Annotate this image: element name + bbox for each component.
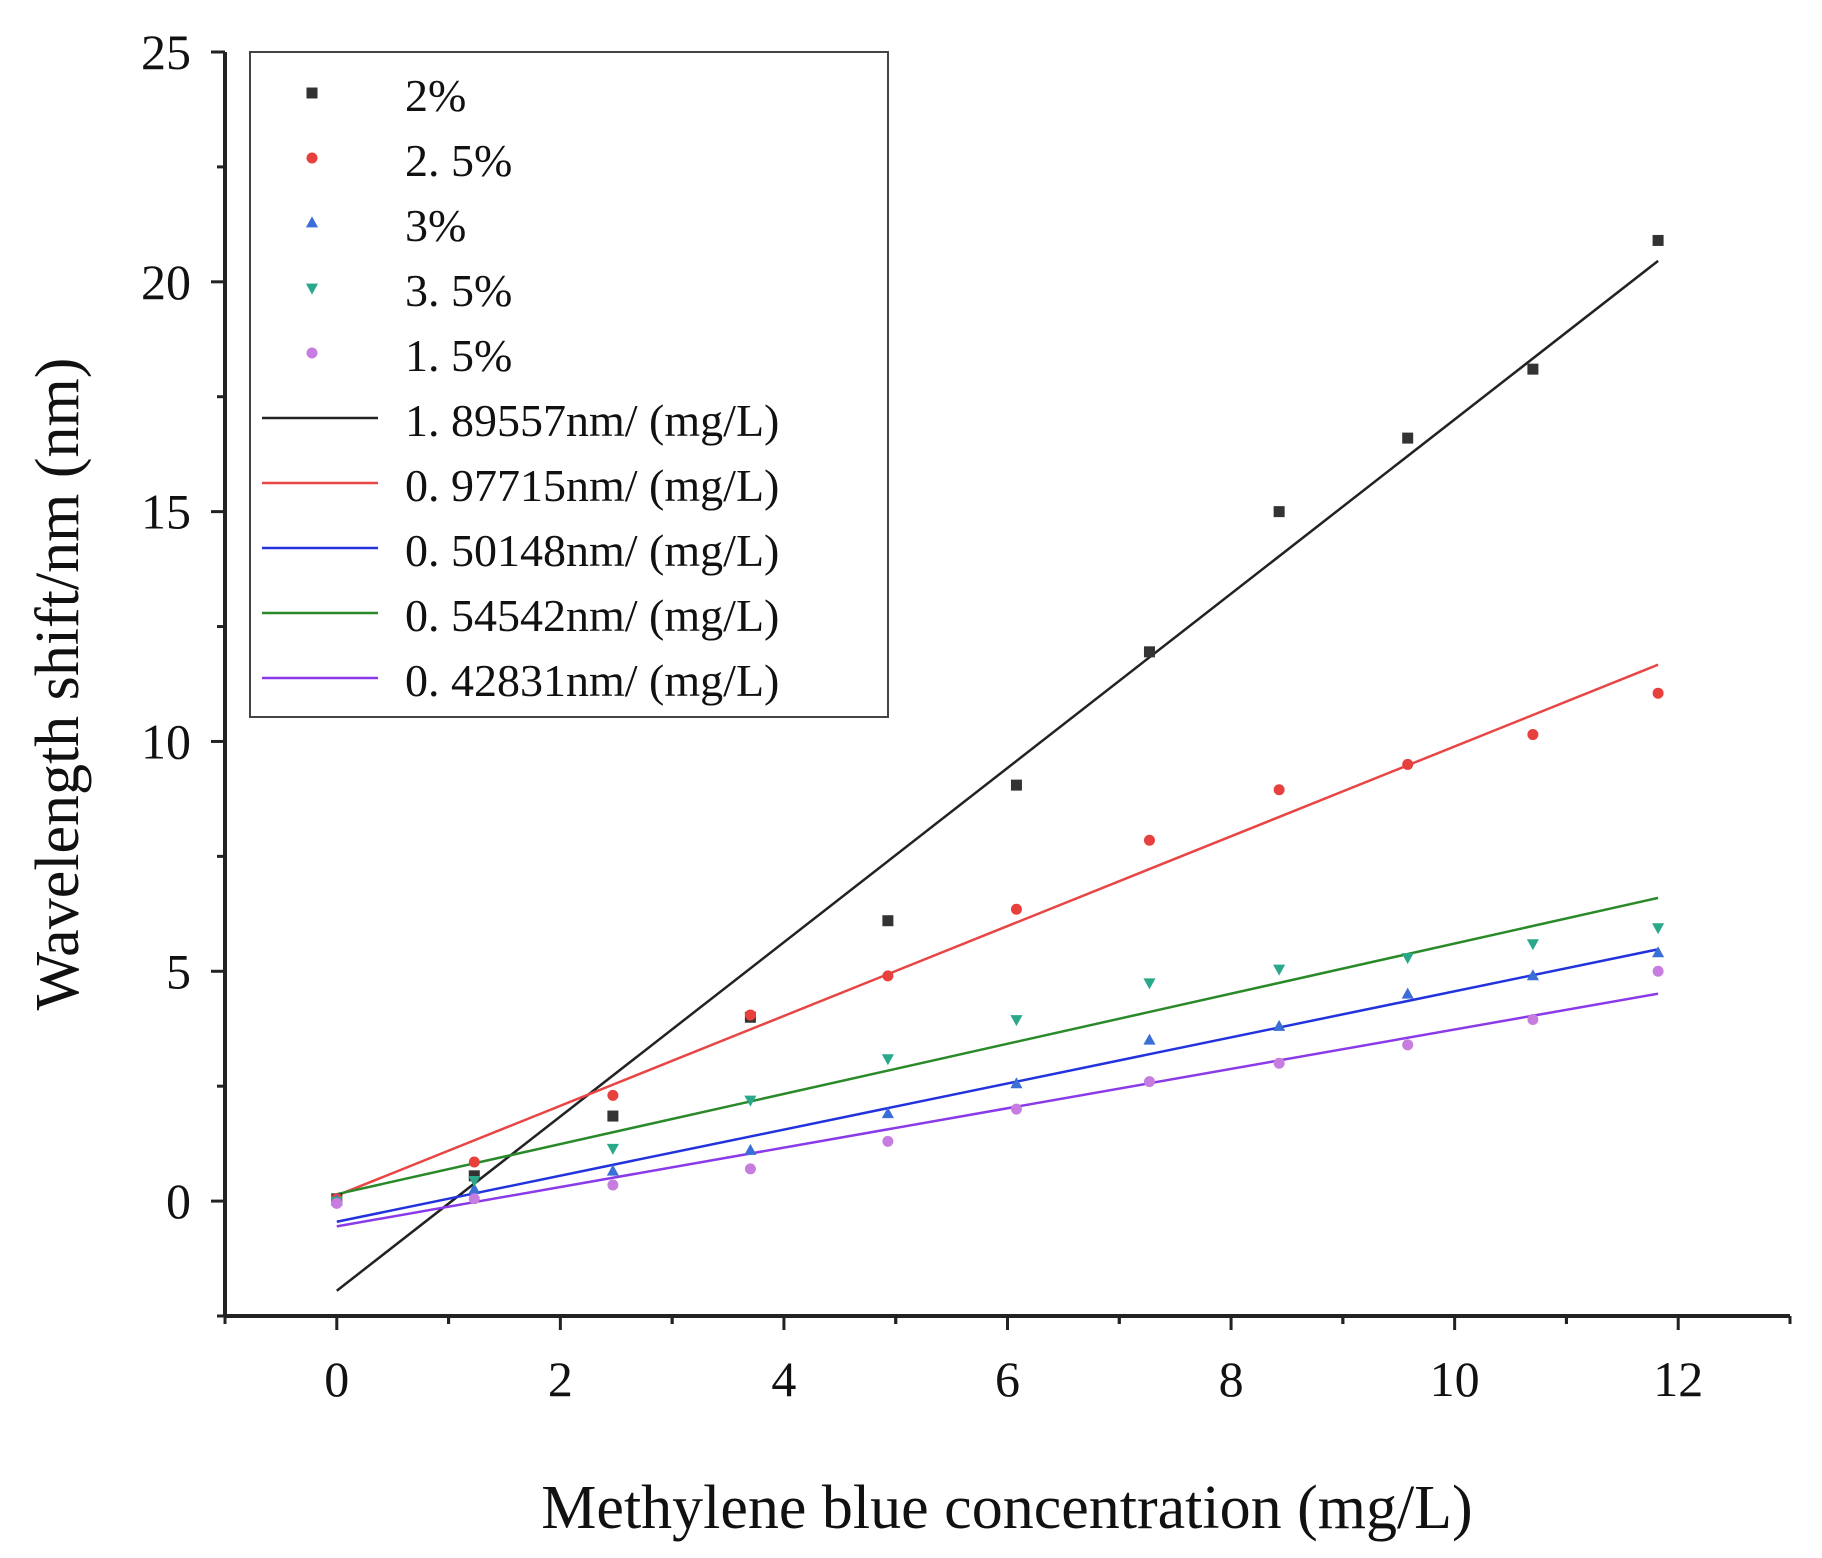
series-2 [331,687,1664,1205]
data-point [881,1107,894,1119]
data-point [1652,234,1664,246]
legend-label: 1. 89557nm/ (mg/L) [405,395,779,446]
x-tick-label: 6 [995,1351,1020,1407]
x-axis-title: Methylene blue concentration (mg/L) [541,1474,1472,1542]
series-4 [330,923,1665,1208]
data-point [1652,687,1664,699]
data-point [1010,1077,1023,1089]
data-point [1010,903,1022,915]
x-tick-label: 12 [1653,1351,1703,1407]
legend-marker [306,87,318,99]
legend: 2% 2. 5% 3% 3. 5% 1. 5% 1. 89557nm/ (mg/L) 0. … [249,51,889,718]
y-axis-title: Wavelength shift/nm (nm) [24,358,92,1011]
data-point [882,970,894,982]
data-point [607,1179,619,1191]
data-point [1526,969,1539,981]
data-point [1402,432,1414,444]
legend-marker [306,347,318,359]
legend-label: 2% [405,70,466,121]
data-point [1143,1076,1155,1088]
data-point [607,1110,619,1122]
data-point [882,915,894,927]
legend-label: 3. 5% [405,265,512,316]
data-point [1652,946,1665,958]
data-point [1652,965,1664,977]
data-point [468,1176,481,1188]
legend-label: 0. 42831nm/ (mg/L) [405,655,779,706]
data-point [468,1156,480,1168]
data-point [607,1089,619,1101]
legend-marker [306,152,318,164]
x-tick-label: 8 [1219,1351,1244,1407]
y-tick-label: 0 [166,1173,191,1229]
data-point [331,1197,343,1209]
legend-label: 1. 5% [405,330,512,381]
data-point [1273,964,1286,976]
legend-label: 0. 54542nm/ (mg/L) [405,590,779,641]
data-points [330,234,1665,1209]
y-tick-label: 20 [141,254,191,310]
series-5 [331,965,1664,1209]
y-tick-label: 5 [166,943,191,999]
data-point [1402,758,1414,770]
x-ticks: 0 2 4 6 8 10 12 [223,1316,1792,1407]
data-point [744,1143,757,1155]
legend-label: 2. 5% [405,135,512,186]
legend-marker [305,216,319,228]
data-point [1273,784,1285,796]
data-point [1143,834,1155,846]
data-point [468,1170,480,1182]
data-point [1273,506,1285,518]
y-tick-label: 15 [141,484,191,540]
fit-line-1 [336,259,1659,1292]
x-tick-label: 0 [324,1351,349,1407]
plot-area [330,234,1665,1292]
axes: 0 2 4 6 8 10 12 0 5 10 15 20 25 [141,24,1792,1407]
data-point [744,1095,757,1107]
data-point [468,1193,480,1205]
x-tick-label: 2 [548,1351,573,1407]
data-point [1401,987,1414,999]
data-point [1273,1019,1286,1031]
series-3 [330,946,1665,1206]
legend-marker [305,283,319,295]
data-point [1526,939,1539,951]
data-point [468,1183,481,1194]
x-tick-label: 4 [771,1351,796,1407]
data-point [1143,1033,1156,1045]
data-point [1527,363,1539,375]
data-point [1527,1014,1539,1026]
y-ticks: 0 5 10 15 20 25 [141,24,225,1318]
data-point [1652,923,1665,935]
data-point [881,1054,894,1066]
data-point [1010,1015,1023,1027]
data-point [1010,779,1022,791]
data-point [744,1009,756,1021]
legend-box [249,51,889,718]
data-point [606,1143,619,1155]
fit-line-2 [336,663,1659,1197]
data-point [1402,1039,1414,1051]
data-point [1143,646,1155,658]
y-tick-label: 10 [141,713,191,769]
x-tick-label: 10 [1430,1351,1480,1407]
data-point [606,1164,619,1176]
data-point [1527,729,1539,741]
data-point [882,1135,894,1147]
data-point [1010,1103,1022,1115]
legend-label: 0. 97715nm/ (mg/L) [405,460,779,511]
legend-items: 2% 2. 5% 3% 3. 5% 1. 5% 1. 89557nm/ (mg/L) 0. … [262,70,779,706]
fit-line-4 [336,896,1659,1196]
data-point [744,1163,756,1175]
fit-line-3 [336,948,1659,1223]
data-point [1401,953,1414,965]
fit-line-5 [336,992,1659,1228]
data-point [1273,1057,1285,1069]
y-tick-label: 25 [141,24,191,80]
legend-label: 0. 50148nm/ (mg/L) [405,525,779,576]
legend-label: 3% [405,200,466,251]
data-point [1143,978,1156,990]
fit-lines [336,259,1659,1292]
